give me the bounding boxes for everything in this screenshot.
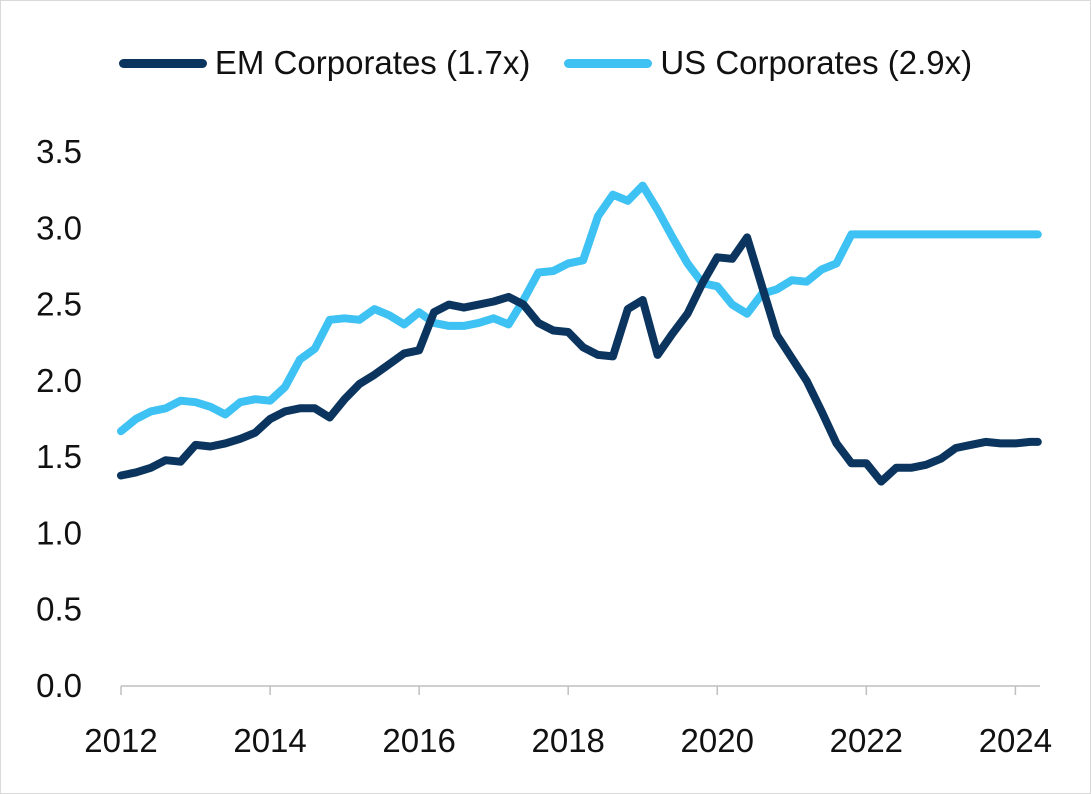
chart-series <box>117 181 1042 486</box>
y-tick-label: 3.0 <box>36 209 82 246</box>
y-tick-label: 3.5 <box>36 133 82 170</box>
y-tick-label: 1.0 <box>36 514 82 551</box>
chart-axes: 2012 2014 2016 2018 2020 2022 2024 0.0 0.5 1.0 1.5… <box>36 133 1052 759</box>
x-tick-label: 2016 <box>382 722 455 759</box>
x-tick-label: 2018 <box>531 722 604 759</box>
y-tick-label: 1.5 <box>36 438 82 475</box>
series-line-us-corporates <box>117 181 1042 436</box>
y-tick-label: 2.0 <box>36 362 82 399</box>
legend-swatch-em-corporates <box>118 58 207 68</box>
x-tick-label: 2020 <box>681 722 754 759</box>
legend-swatch-us-corporates <box>564 58 653 68</box>
y-tick-label: 2.5 <box>36 286 82 323</box>
series-line-em-corporates <box>117 233 1042 486</box>
x-tick-label: 2024 <box>979 722 1052 759</box>
y-tick-label: 0.5 <box>36 591 82 628</box>
legend-item-em-corporates: EM Corporates (1.7x) <box>118 44 531 82</box>
legend-label-us-corporates: US Corporates (2.9x) <box>660 44 973 81</box>
x-tick-label: 2022 <box>830 722 903 759</box>
y-tick-label: 0.0 <box>36 667 82 704</box>
x-tick-label: 2014 <box>233 722 306 759</box>
x-tick-label: 2012 <box>84 722 157 759</box>
legend-label-em-corporates: EM Corporates (1.7x) <box>214 44 531 81</box>
chart-legend: EM Corporates (1.7x) US Corporates (2.9x… <box>0 44 1091 82</box>
legend-item-us-corporates: US Corporates (2.9x) <box>564 44 972 82</box>
